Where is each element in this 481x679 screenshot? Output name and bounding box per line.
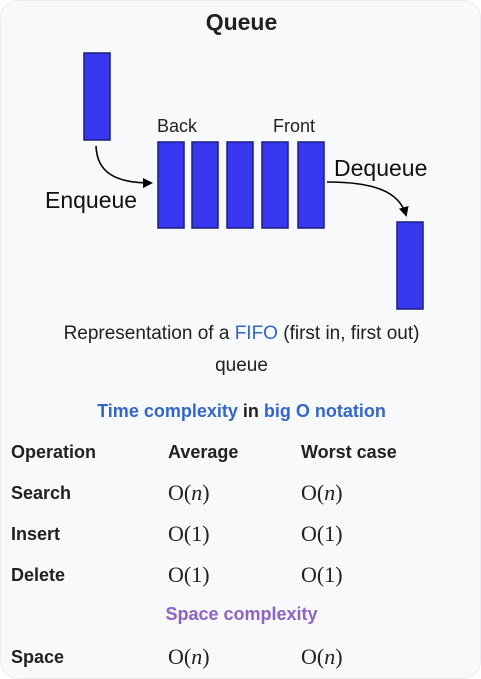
incoming-element-box: [83, 52, 111, 141]
time-complexity-heading: Time complexity in big O notation: [1, 401, 481, 422]
caption-prefix: Representation of a: [63, 323, 235, 344]
big-o-notation-link[interactable]: big O notation: [263, 401, 386, 421]
delete-worst-value: O(1): [301, 562, 343, 587]
caption-line2: queue: [215, 355, 268, 376]
space-complexity-heading: Space complexity: [165, 604, 318, 624]
insert-average-value: O(1): [168, 521, 210, 546]
enqueue-label: Enqueue: [45, 187, 137, 213]
row-label-insert: Insert: [11, 524, 61, 544]
front-label: Front: [273, 116, 315, 136]
queue-element-box: [297, 141, 325, 229]
col-header-worst-case: Worst case: [301, 442, 397, 462]
queue-element-box: [226, 141, 254, 229]
fifo-link[interactable]: FIFO: [234, 323, 278, 344]
delete-average-value: O(1): [168, 562, 210, 587]
time-complexity-link[interactable]: Time complexity: [97, 401, 238, 421]
queue-element-box: [191, 141, 219, 229]
search-average-value: O(n): [168, 480, 210, 505]
queue-element-box: [157, 141, 185, 229]
row-label-delete: Delete: [11, 565, 66, 585]
col-header-average: Average: [168, 442, 239, 462]
insert-worst-value: O(1): [301, 521, 343, 546]
infobox-title: Queue: [205, 9, 278, 35]
caption-suffix: (first in, first out): [277, 323, 420, 344]
queue-diagram: Back Front Enqueue Dequeue: [45, 52, 427, 310]
row-label-search: Search: [11, 483, 72, 503]
search-worst-value: O(n): [301, 480, 343, 505]
space-average-value: O(n): [168, 644, 210, 669]
outgoing-element-box: [396, 221, 424, 310]
queue-element-box: [261, 141, 289, 229]
row-label-space: Space: [11, 647, 65, 667]
heading-connector: in: [237, 401, 264, 421]
dequeue-label: Dequeue: [334, 155, 427, 181]
dequeue-arrow: [326, 181, 409, 217]
col-header-operation: Operation: [11, 442, 97, 462]
enqueue-arrow: [95, 145, 153, 188]
space-worst-value: O(n): [301, 644, 343, 669]
back-label: Back: [157, 116, 198, 136]
diagram-caption: Representation of a FIFO (first in, firs…: [21, 318, 462, 382]
